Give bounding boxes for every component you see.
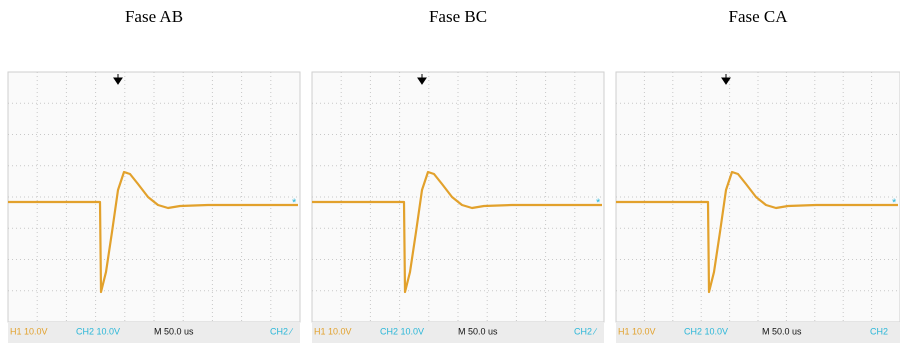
status-label: H1 10.0V [10, 326, 48, 336]
panel-title: Fase BC [429, 7, 487, 26]
scope-screen: * H1 10.0V CH2 10.0V M 50.0 us CH2 [616, 72, 900, 343]
status-label: H1 10.0V [314, 326, 352, 336]
figure: Fase AB * H1 10.0V CH2 10.0V M 50.0 us CH2 ∕ F… [0, 0, 900, 343]
status-label: CH2 10.0V [684, 326, 728, 336]
status-label: CH2 [870, 326, 888, 336]
panel-title: Fase CA [728, 7, 788, 26]
status-label: CH2 ∕ [574, 326, 598, 336]
status-label: CH2 10.0V [76, 326, 120, 336]
scope-screen: * H1 10.0V CH2 10.0V M 50.0 us CH2 ∕ [8, 72, 300, 343]
status-label: M 50.0 us [762, 326, 802, 336]
status-label: H1 10.0V [618, 326, 656, 336]
scope-screen: * H1 10.0V CH2 10.0V M 50.0 us CH2 ∕ [312, 72, 604, 343]
status-label: M 50.0 us [458, 326, 498, 336]
channel-marker: * [292, 197, 297, 209]
status-label: CH2 10.0V [380, 326, 424, 336]
channel-marker: * [596, 197, 601, 209]
status-label: CH2 ∕ [270, 326, 294, 336]
status-label: M 50.0 us [154, 326, 194, 336]
panel-title: Fase AB [125, 7, 183, 26]
status-bar [616, 322, 900, 343]
channel-marker: * [892, 197, 897, 209]
